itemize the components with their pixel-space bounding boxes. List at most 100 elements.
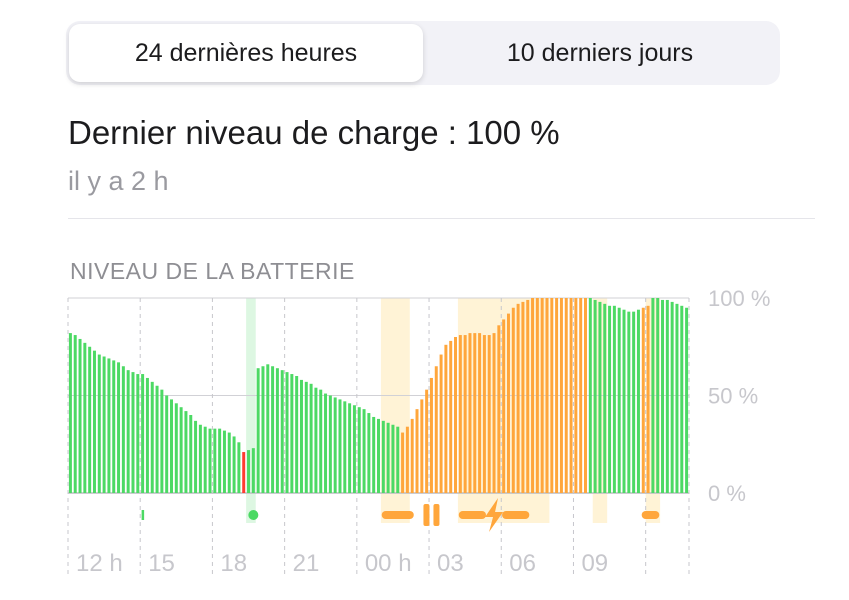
pause-icon <box>423 504 430 526</box>
battery-bar <box>304 381 308 493</box>
battery-bar <box>170 399 173 493</box>
battery-bar <box>208 428 212 493</box>
battery-bar <box>661 299 665 493</box>
battery-bar <box>372 416 376 493</box>
battery-bar <box>608 305 612 493</box>
battery-bar <box>198 424 202 493</box>
y-axis-label: 50 % <box>708 384 758 409</box>
battery-level-section-title: NIVEAU DE LA BATTERIE <box>70 258 355 284</box>
battery-bar <box>449 340 453 493</box>
battery-bar <box>545 298 549 493</box>
battery-bar <box>636 309 640 493</box>
battery-bar <box>68 333 72 493</box>
battery-bar <box>386 422 390 493</box>
battery-bar <box>97 354 101 493</box>
battery-bar <box>141 374 145 493</box>
battery-bar <box>454 337 458 493</box>
x-axis-label: 09 <box>581 550 608 577</box>
battery-bar <box>458 335 462 493</box>
battery-bar <box>314 387 318 493</box>
battery-bar <box>569 298 573 493</box>
x-axis-label: 06 <box>509 550 536 577</box>
battery-bar <box>352 405 356 493</box>
battery-bar <box>627 311 631 493</box>
battery-bar <box>107 358 111 493</box>
charging-highlight <box>246 298 256 523</box>
battery-bar <box>405 426 409 493</box>
battery-bar <box>136 374 140 493</box>
x-axis-label: 12 h <box>76 550 123 577</box>
battery-bar <box>468 333 472 493</box>
battery-bar <box>555 298 559 493</box>
battery-bar <box>641 307 645 493</box>
battery-bar <box>242 452 246 493</box>
battery-bar <box>381 420 385 493</box>
battery-bar <box>333 397 337 493</box>
battery-bar <box>579 298 583 493</box>
battery-bar <box>150 381 154 493</box>
battery-bar <box>444 344 448 493</box>
battery-bar <box>348 403 352 493</box>
battery-bar <box>179 407 183 493</box>
battery-bar <box>117 362 121 493</box>
battery-bar <box>502 319 506 493</box>
battery-bar <box>261 366 265 493</box>
battery-bar <box>516 303 520 493</box>
battery-bar <box>612 305 616 493</box>
battery-bar <box>324 393 328 493</box>
battery-bar <box>492 333 496 493</box>
battery-bar <box>603 303 607 493</box>
battery-bar <box>357 407 361 493</box>
battery-bar <box>463 335 467 493</box>
battery-bar <box>535 298 539 493</box>
battery-bar <box>285 372 289 493</box>
battery-bar <box>584 298 587 493</box>
battery-bar <box>675 303 679 493</box>
battery-bar <box>155 385 159 493</box>
tab-24-hours[interactable]: 24 dernières heures <box>69 24 423 82</box>
battery-bar <box>487 335 491 493</box>
battery-bar <box>251 448 255 493</box>
battery-bar <box>434 366 438 493</box>
battery-bar <box>78 338 82 493</box>
charge-tick-indicator <box>141 510 145 520</box>
time-range-segmented-control: 24 dernières heures 10 derniers jours <box>66 21 780 85</box>
battery-bar <box>391 424 395 493</box>
battery-bar <box>622 309 626 493</box>
battery-bar <box>531 298 535 493</box>
battery-bar <box>593 299 597 493</box>
battery-bar <box>92 350 96 493</box>
last-charge-level: Dernier niveau de charge : 100 % <box>68 114 560 151</box>
battery-bar <box>299 379 303 493</box>
battery-bar <box>203 426 207 493</box>
battery-bar <box>632 311 636 493</box>
battery-bar <box>112 360 116 493</box>
battery-bar <box>309 383 313 493</box>
battery-bar <box>131 372 135 493</box>
x-axis-label: 18 <box>220 550 247 577</box>
battery-bar <box>646 305 650 493</box>
battery-bar <box>280 370 284 493</box>
battery-bar <box>415 409 419 493</box>
battery-bar <box>367 413 371 493</box>
battery-bar <box>73 335 77 493</box>
y-axis-label: 100 % <box>708 286 770 311</box>
battery-bar <box>338 399 342 493</box>
battery-bar <box>232 436 236 493</box>
tab-10-days[interactable]: 10 derniers jours <box>506 38 694 67</box>
battery-bar <box>194 420 198 493</box>
battery-bar <box>362 409 366 493</box>
battery-bar <box>473 333 477 493</box>
battery-bar <box>290 374 294 493</box>
battery-bar <box>121 366 125 493</box>
battery-bar <box>237 442 241 493</box>
battery-bar <box>328 395 332 493</box>
battery-bar <box>295 376 299 493</box>
battery-bar <box>598 301 602 493</box>
battery-bar <box>511 307 515 493</box>
battery-bar <box>145 377 149 493</box>
battery-bar <box>665 299 669 493</box>
battery-bar <box>559 298 563 493</box>
battery-bar <box>256 368 260 493</box>
